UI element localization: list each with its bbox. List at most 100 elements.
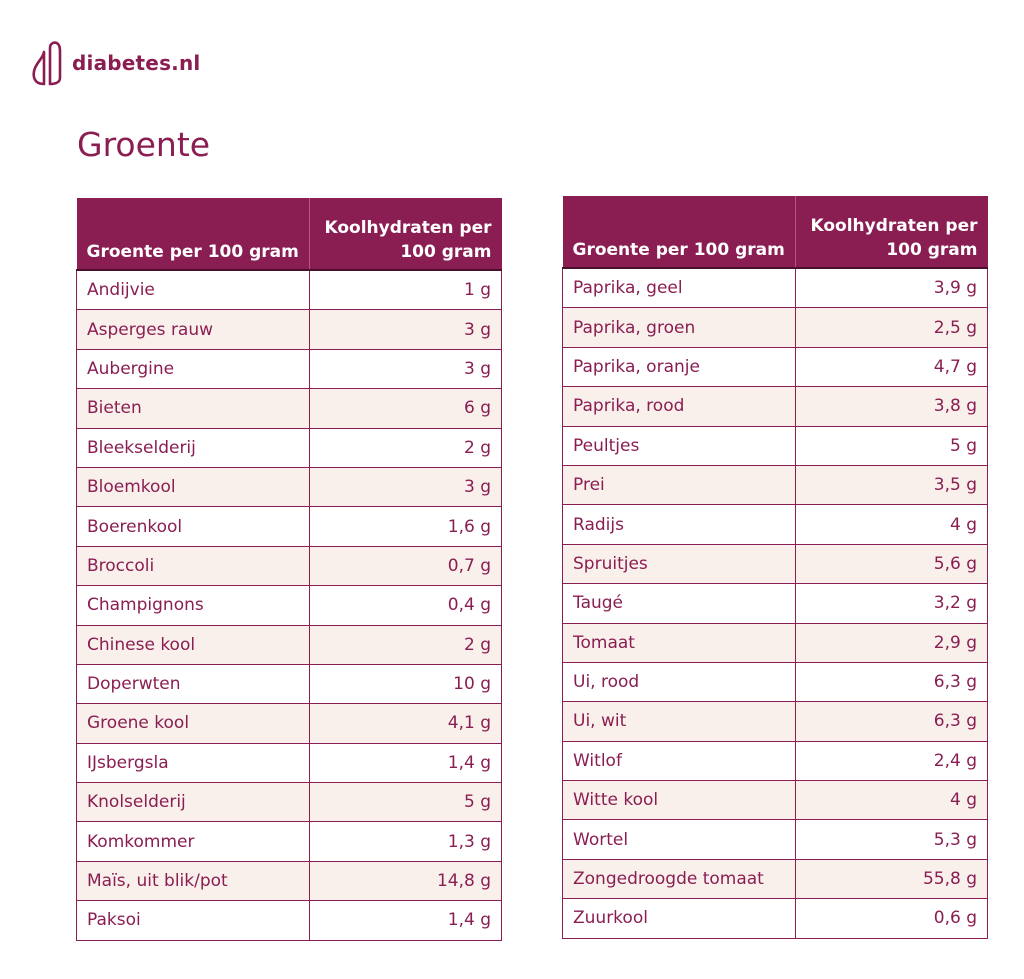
- vegetable-name: Bieten: [76, 388, 310, 429]
- vegetable-name: Komkommer: [76, 821, 310, 862]
- carbohydrate-value: 55,8 g: [795, 858, 988, 900]
- table-row: Komkommer 1,3 g: [76, 821, 502, 862]
- table-row: Zongedroogde tomaat 55,8 g: [562, 858, 988, 900]
- carbohydrate-value: 2,9 g: [795, 622, 988, 663]
- table-row: Bloemkool 3 g: [76, 466, 502, 508]
- carbohydrate-value: 3 g: [309, 348, 502, 390]
- table-row: Tomaat 2,9 g: [562, 622, 988, 663]
- table-row: Groene kool 4,1 g: [76, 703, 502, 744]
- vegetable-name: IJsbergsla: [76, 742, 310, 784]
- table-row: Paprika, oranje 4,7 g: [562, 346, 988, 388]
- table-row: IJsbergsla 1,4 g: [76, 742, 502, 784]
- carbohydrate-value: 0,4 g: [309, 585, 502, 626]
- vegetable-name: Peultjes: [562, 425, 796, 466]
- table-row: Paprika, geel 3,9 g: [562, 267, 988, 309]
- vegetable-name: Zuurkool: [562, 898, 796, 939]
- table-row: Paprika, rood 3,8 g: [562, 386, 988, 427]
- carbohydrate-value: 5 g: [795, 425, 988, 466]
- vegetable-name: Boerenkool: [76, 506, 310, 547]
- column-header-name: Groente per 100 gram: [562, 196, 796, 269]
- carbohydrate-value: 0,6 g: [795, 898, 988, 939]
- carbohydrate-value: 5,6 g: [795, 543, 988, 585]
- vegetable-name: Paprika, rood: [562, 386, 796, 427]
- vegetable-name: Asperges rauw: [76, 309, 310, 350]
- carbohydrate-value: 4,1 g: [309, 703, 502, 744]
- table-row: Paksoi 1,4 g: [76, 900, 502, 941]
- carbohydrate-value: 4 g: [795, 780, 988, 821]
- vegetable-name: Bloemkool: [76, 466, 310, 508]
- vegetable-table-right: Groente per 100 gram Koolhydraten per 10…: [562, 196, 988, 939]
- table-row: Taugé 3,2 g: [562, 583, 988, 624]
- brand-logo[interactable]: diabetes.nl: [30, 40, 200, 86]
- table-header-row: Groente per 100 gram Koolhydraten per 10…: [76, 198, 502, 271]
- table-row: Spruitjes 5,6 g: [562, 543, 988, 585]
- column-header-carbs: Koolhydraten per 100 gram: [309, 198, 502, 271]
- vegetable-name: Witte kool: [562, 780, 796, 821]
- table-row: Witte kool 4 g: [562, 780, 988, 821]
- carbohydrate-value: 2 g: [309, 624, 502, 665]
- table-row: Champignons 0,4 g: [76, 585, 502, 626]
- table-row: Chinese kool 2 g: [76, 624, 502, 665]
- table-row: Doperwten 10 g: [76, 663, 502, 705]
- vegetable-name: Paprika, groen: [562, 307, 796, 348]
- carbohydrate-value: 6 g: [309, 388, 502, 429]
- carbohydrate-value: 14,8 g: [309, 860, 502, 902]
- table-row: Bieten 6 g: [76, 388, 502, 429]
- table-row: Peultjes 5 g: [562, 425, 988, 466]
- vegetable-name: Doperwten: [76, 663, 310, 705]
- vegetable-name: Zongedroogde tomaat: [562, 858, 796, 900]
- carbohydrate-value: 1,6 g: [309, 506, 502, 547]
- carbohydrate-value: 6,3 g: [795, 701, 988, 742]
- vegetable-table-left: Groente per 100 gram Koolhydraten per 10…: [76, 198, 502, 941]
- vegetable-name: Prei: [562, 464, 796, 506]
- carbohydrate-value: 10 g: [309, 663, 502, 705]
- vegetable-name: Taugé: [562, 583, 796, 624]
- carbohydrate-value: 1 g: [309, 269, 502, 311]
- vegetable-name: Groene kool: [76, 703, 310, 744]
- vegetable-name: Tomaat: [562, 622, 796, 663]
- vegetable-name: Radijs: [562, 504, 796, 545]
- table-row: Asperges rauw 3 g: [76, 309, 502, 350]
- table-row: Boerenkool 1,6 g: [76, 506, 502, 547]
- vegetable-name: Paprika, oranje: [562, 346, 796, 388]
- carbohydrate-value: 4 g: [795, 504, 988, 545]
- vegetable-name: Maïs, uit blik/pot: [76, 860, 310, 902]
- carbohydrate-value: 0,7 g: [309, 545, 502, 587]
- carbohydrate-value: 6,3 g: [795, 661, 988, 703]
- vegetable-name: Ui, rood: [562, 661, 796, 703]
- vegetable-name: Witlof: [562, 740, 796, 782]
- vegetable-name: Paprika, geel: [562, 267, 796, 309]
- vegetable-name: Chinese kool: [76, 624, 310, 665]
- table-body-right: Paprika, geel 3,9 g Paprika, groen 2,5 g Pap…: [562, 267, 988, 939]
- table-row: Wortel 5,3 g: [562, 819, 988, 860]
- carbohydrate-value: 3,5 g: [795, 464, 988, 506]
- table-row: Knolselderij 5 g: [76, 782, 502, 823]
- vegetable-name: Aubergine: [76, 348, 310, 390]
- carbohydrate-value: 1,4 g: [309, 742, 502, 784]
- carbohydrate-value: 3,9 g: [795, 267, 988, 309]
- carbohydrate-value: 5,3 g: [795, 819, 988, 860]
- table-header-row: Groente per 100 gram Koolhydraten per 10…: [562, 196, 988, 269]
- vegetable-name: Ui, wit: [562, 701, 796, 742]
- table-row: Bleekselderij 2 g: [76, 427, 502, 468]
- column-header-name: Groente per 100 gram: [76, 198, 310, 271]
- table-row: Ui, rood 6,3 g: [562, 661, 988, 703]
- diabetes-logo-icon: [32, 41, 62, 86]
- table-row: Paprika, groen 2,5 g: [562, 307, 988, 348]
- table-row: Broccoli 0,7 g: [76, 545, 502, 587]
- vegetable-name: Wortel: [562, 819, 796, 860]
- carbohydrate-value: 2,5 g: [795, 307, 988, 348]
- table-row: Prei 3,5 g: [562, 464, 988, 506]
- table-row: Andijvie 1 g: [76, 269, 502, 311]
- carbohydrate-value: 1,3 g: [309, 821, 502, 862]
- table-row: Ui, wit 6,3 g: [562, 701, 988, 742]
- carbohydrate-value: 5 g: [309, 782, 502, 823]
- table-row: Aubergine 3 g: [76, 348, 502, 390]
- carbohydrate-value: 3,2 g: [795, 583, 988, 624]
- page-title: Groente: [77, 125, 211, 164]
- carbohydrate-value: 3 g: [309, 466, 502, 508]
- carbohydrate-value: 2 g: [309, 427, 502, 468]
- brand-name: diabetes.nl: [72, 51, 201, 75]
- column-header-carbs: Koolhydraten per 100 gram: [795, 196, 988, 269]
